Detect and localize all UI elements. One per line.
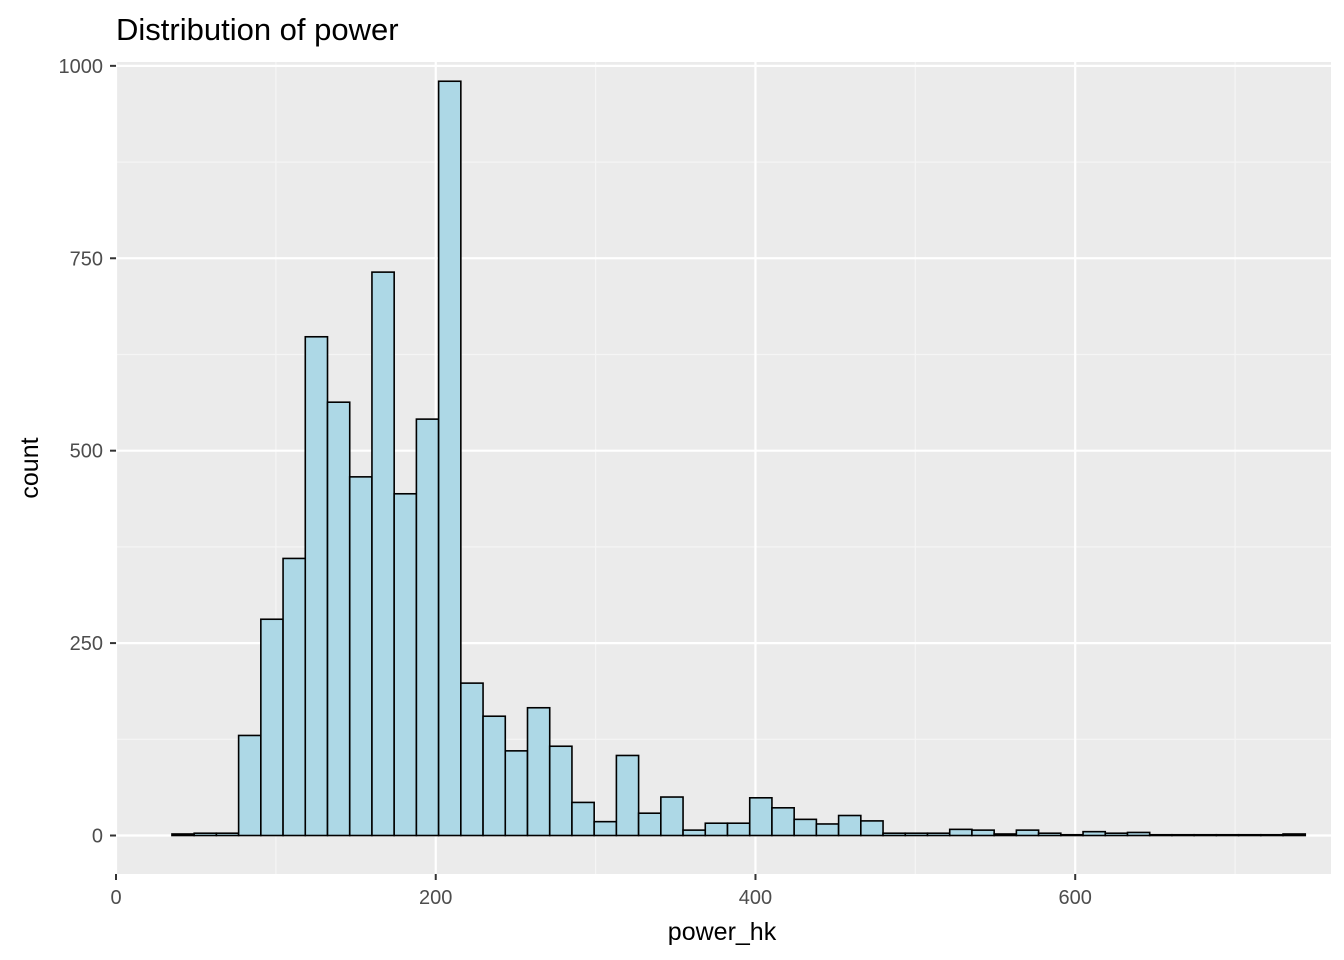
histogram-bar [837,814,862,837]
x-axis-ticks: 0 200 400 600 [110,874,1092,909]
histogram-bar [704,822,729,837]
x-axis-title: power_hk [668,918,777,946]
histogram-bar [1082,830,1107,837]
histogram-bar [393,492,418,837]
x-tick-label: 200 [419,887,452,909]
y-tick-label: 250 [70,633,103,655]
histogram-bar [904,832,929,837]
histogram-bar [882,832,907,837]
histogram-bar [971,829,995,837]
histogram-bar [260,618,284,837]
histogram-bar [1148,833,1173,837]
histogram-bar [237,734,262,837]
histogram-bar [637,812,662,837]
grid-minor [116,62,1331,874]
chart-title: Distribution of power [116,12,399,47]
histogram-bar [1104,832,1129,837]
histogram-bar [371,271,395,837]
histogram-bar [1171,833,1195,837]
histogram-bar [460,682,484,837]
histogram-bar [1126,831,1151,837]
y-axis-ticks: 0 250 500 750 1000 [59,56,116,848]
y-tick-label: 0 [92,826,103,848]
x-tick-label: 600 [1059,887,1092,909]
histogram-bar [771,807,795,837]
histogram-bar [660,796,684,837]
histogram-bar [860,820,884,837]
histogram-bar [948,828,973,837]
histogram-bar [1037,832,1062,837]
x-tick-label: 400 [739,887,772,909]
histogram-bar [1237,833,1262,837]
histogram-bar [615,754,640,837]
histogram-bar [1282,833,1307,837]
histogram-bar [1015,829,1040,837]
histogram-bar [682,829,707,837]
histogram-bar [1260,833,1284,837]
histogram-bar [415,418,440,837]
histogram-bar [593,820,618,837]
y-tick-label: 750 [70,248,103,270]
y-axis-title: count [16,437,44,498]
y-tick-label: 500 [70,441,103,463]
histogram-bar [571,801,595,837]
histogram-bars [171,80,1307,837]
histogram-bar [482,715,507,837]
histogram-bar [171,833,195,837]
y-tick-label: 1000 [59,56,104,78]
histogram-bar [926,832,951,837]
histogram-bar [437,80,462,837]
histogram-bar [548,745,573,837]
histogram-bar [348,476,373,837]
histogram-bar [304,335,329,837]
histogram-bar [793,818,818,837]
histogram-bar [526,706,551,837]
histogram-bar [193,832,218,837]
histogram-bar [282,557,307,837]
histogram-bar [815,823,840,837]
histogram-bar [726,822,751,837]
histogram-bar [993,833,1018,837]
histogram-bar [748,797,773,837]
histogram-bar [1193,833,1218,837]
histogram-bar [504,750,529,837]
x-tick-label: 0 [110,887,121,909]
histogram-bar [1215,833,1240,837]
histogram-bar [215,832,240,837]
histogram-bar [326,401,351,837]
histogram-bar [1060,833,1084,837]
